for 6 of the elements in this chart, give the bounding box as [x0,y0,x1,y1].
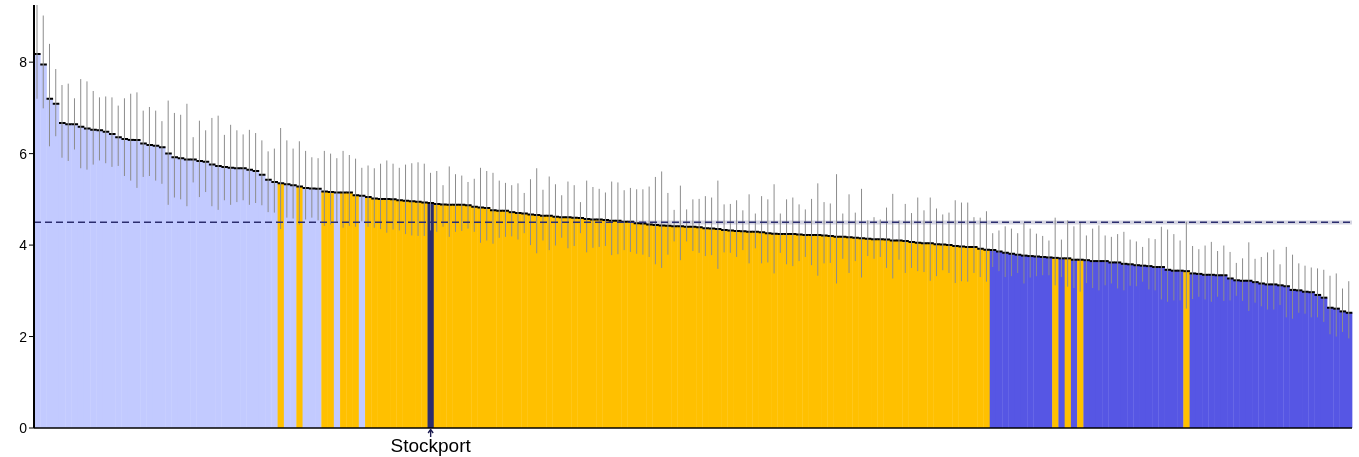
x-tick-label: Stockport [390,435,472,456]
y-tick-label: 6 [19,145,28,162]
y-tick-label: 2 [19,328,28,345]
y-tick-label: 4 [19,237,28,254]
y-tick-label: 0 [19,419,28,436]
y-tick-label: 8 [19,54,28,71]
